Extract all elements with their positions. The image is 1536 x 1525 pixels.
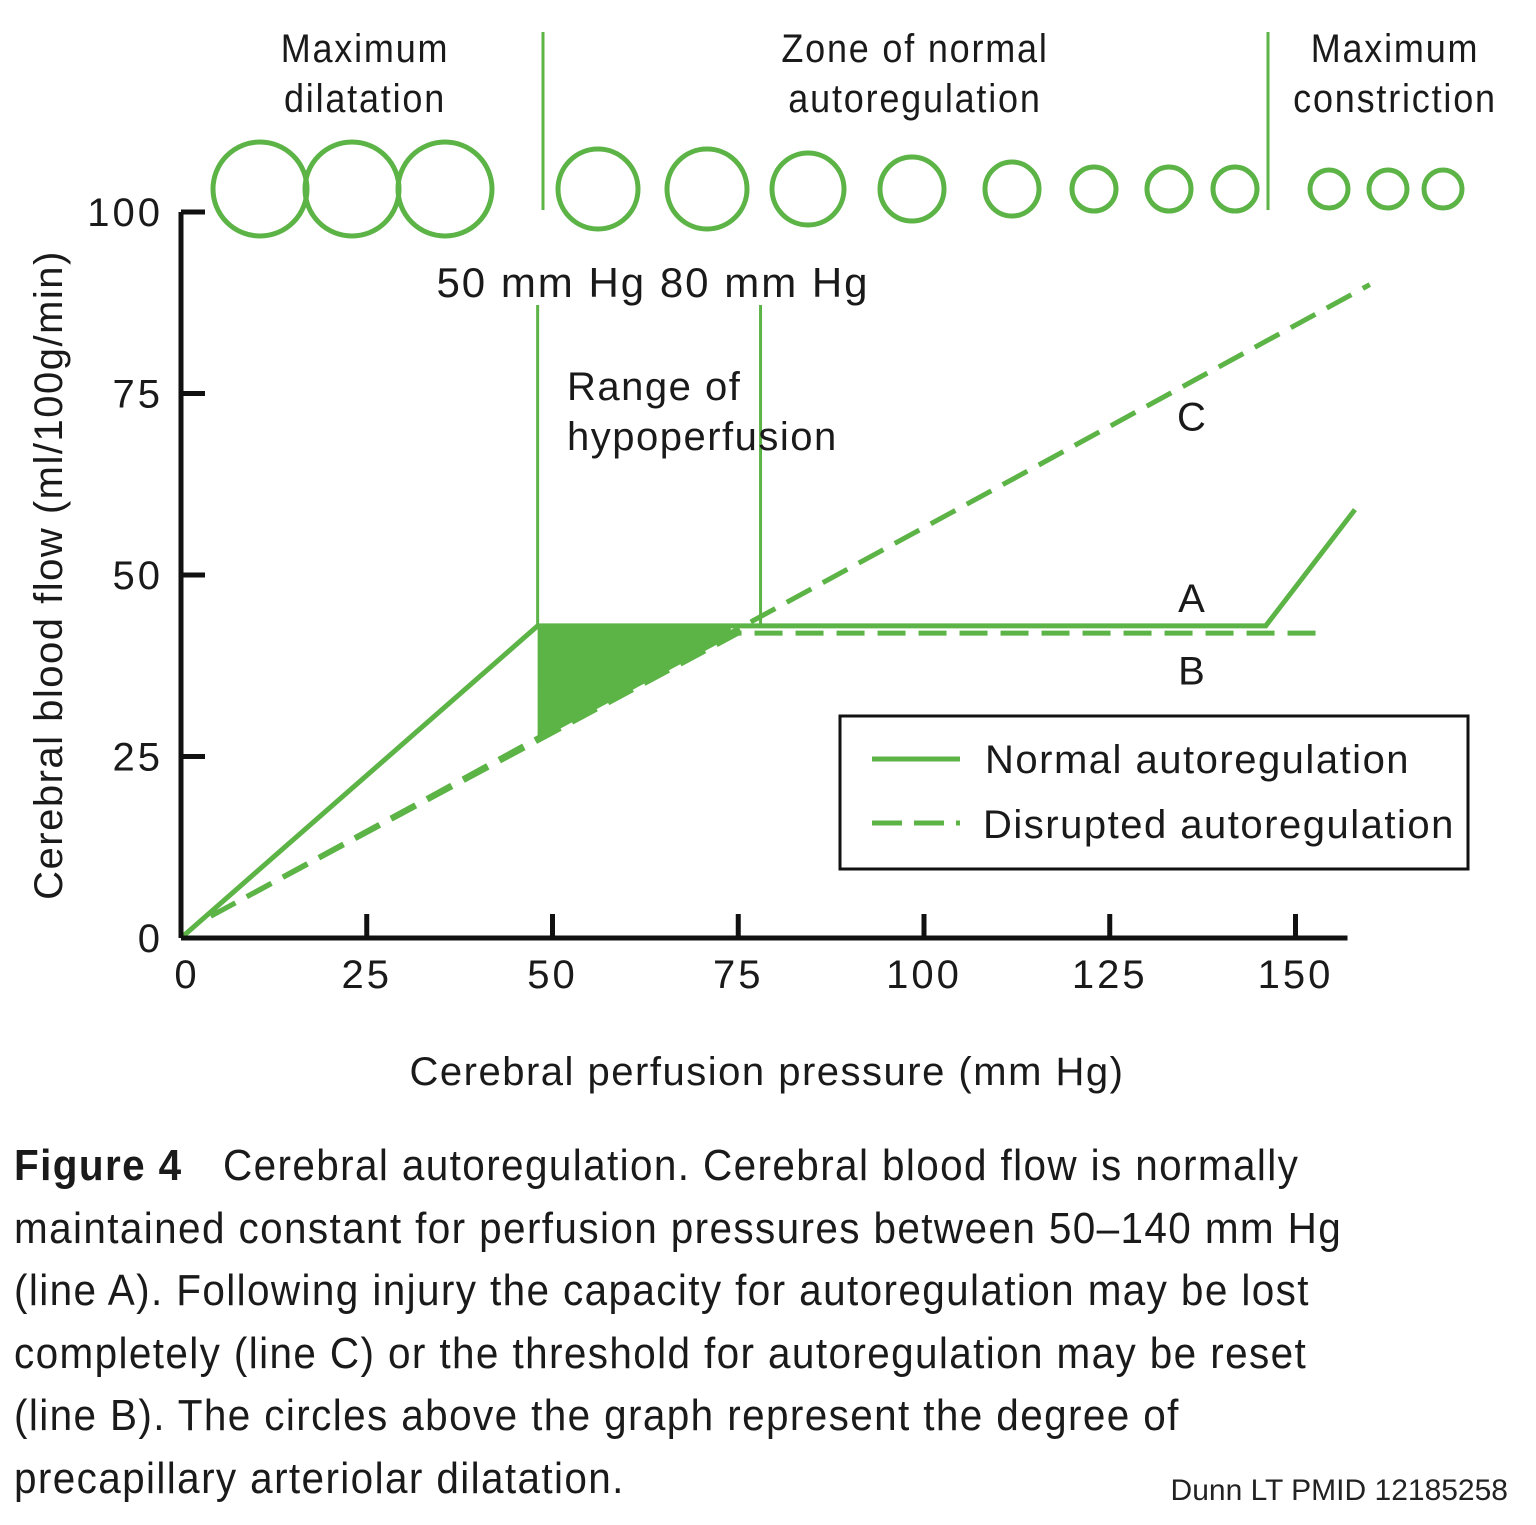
zone-label-max-dilatation: Maximum dilatation (235, 24, 496, 124)
zone-label-line: Zone of normal (781, 27, 1049, 71)
series-line-disrupted-2 (209, 282, 1371, 919)
x-tick-label: 125 (1072, 953, 1148, 997)
reference-line-labels: 50 mm Hg 80 mm Hg (436, 259, 869, 306)
y-tick-label: 50 (113, 554, 164, 598)
figure-label: Figure 4 (14, 1141, 183, 1190)
vessel-circle (1366, 167, 1410, 211)
line-label-b: B (1178, 649, 1205, 693)
line-label-a: A (1178, 577, 1205, 621)
legend-box (838, 714, 1470, 871)
y-tick-label: 0 (138, 917, 163, 961)
x-tick-label: 150 (1258, 953, 1334, 997)
hypoperfusion-label: Range of (567, 365, 741, 409)
plot-layer: 50 mm Hg 80 mm Hg Range of hypoperfusion AB… (87, 191, 1371, 997)
vessel-circle (1307, 167, 1351, 211)
x-tick-label: 50 (527, 953, 578, 997)
vessel-circle (210, 139, 310, 239)
series-line-normal (179, 508, 1357, 940)
source-credit: Dunn LT PMID 12185258 (1170, 1474, 1508, 1507)
zone-label-max-constriction: Maximum constriction (1283, 24, 1508, 124)
vessel-circle (1421, 167, 1465, 211)
zone-label-normal-autoregulation: Zone of normal autoregulation (744, 24, 1086, 124)
vessel-circle (395, 139, 495, 239)
legend-label-disrupted: Disrupted autoregulation (983, 803, 1455, 847)
chart: 50 mm Hg 80 mm Hg Range of hypoperfusion AB… (27, 32, 1470, 1094)
vessel-circles (210, 139, 1465, 239)
hypoperfusion-label: hypoperfusion (567, 415, 838, 459)
hypoperfusion-shaded-region (537, 625, 731, 741)
series-line-disrupted-1 (209, 630, 1326, 919)
y-tick-label: 75 (113, 373, 164, 417)
y-tick-label: 25 (113, 736, 164, 780)
vessel-circle (1210, 164, 1260, 214)
y-tick-label: 100 (87, 191, 163, 235)
y-axis-label: Cerebral blood flow (ml/100g/min) (27, 250, 71, 900)
x-tick-label: 75 (713, 953, 764, 997)
vessel-circle (877, 154, 947, 224)
zone-label-line: constriction (1293, 77, 1497, 121)
legend-label-normal: Normal autoregulation (985, 738, 1410, 782)
vessel-circle (1069, 164, 1119, 214)
vessel-circle (664, 146, 750, 232)
zone-dividers (541, 32, 1270, 210)
x-tick-label: 100 (886, 953, 962, 997)
x-tick-label: 0 (174, 953, 199, 997)
vessel-circle (302, 139, 402, 239)
vessel-circle (555, 146, 641, 232)
zone-label-line: dilatation (283, 77, 447, 121)
x-axis-label: Cerebral perfusion pressure (mm Hg) (410, 1050, 1125, 1094)
figure-caption: Figure 4 Cerebral autoregulation. Cerebra… (14, 1135, 1394, 1510)
line-label-c: C (1177, 395, 1206, 439)
vessel-circle (982, 159, 1042, 219)
zone-label-line: Maximum (280, 27, 450, 71)
caption-text: Cerebral autoregulation. Cerebral blood … (14, 1141, 1343, 1503)
vessel-circle (1144, 164, 1194, 214)
vessel-circle (769, 150, 847, 228)
zone-label-line: Maximum (1310, 27, 1480, 71)
zone-label-line: autoregulation (788, 77, 1042, 121)
x-tick-label: 25 (342, 953, 393, 997)
